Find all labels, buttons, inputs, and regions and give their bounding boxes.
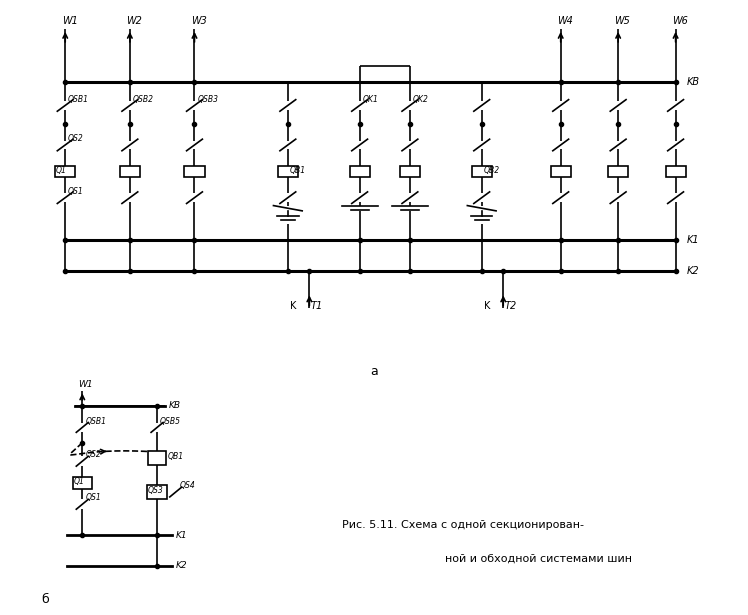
Bar bbox=[472, 165, 491, 177]
Text: K1: K1 bbox=[176, 531, 188, 539]
Text: W3: W3 bbox=[191, 17, 206, 26]
Bar bbox=[608, 165, 628, 177]
Text: Q1: Q1 bbox=[73, 477, 85, 486]
Text: W4: W4 bbox=[557, 17, 573, 26]
Text: QK2: QK2 bbox=[413, 95, 429, 104]
Text: W1: W1 bbox=[61, 17, 78, 26]
Text: б: б bbox=[41, 593, 49, 606]
Text: K: K bbox=[290, 301, 296, 311]
Text: QS1: QS1 bbox=[85, 493, 101, 502]
Text: QB2: QB2 bbox=[484, 166, 500, 175]
Bar bbox=[551, 165, 571, 177]
Text: QS2: QS2 bbox=[85, 450, 101, 459]
Text: K2: K2 bbox=[176, 561, 188, 570]
Text: W5: W5 bbox=[615, 17, 631, 26]
Text: QSB5: QSB5 bbox=[160, 416, 181, 426]
Text: QK1: QK1 bbox=[363, 95, 378, 104]
Text: QB1: QB1 bbox=[168, 453, 184, 461]
Bar bbox=[400, 165, 420, 177]
Text: T1: T1 bbox=[311, 301, 323, 311]
Text: W2: W2 bbox=[126, 17, 142, 26]
Text: QS2: QS2 bbox=[68, 135, 84, 143]
Text: Рис. 5.11. Схема с одной секционирован-: Рис. 5.11. Схема с одной секционирован- bbox=[342, 520, 583, 530]
Bar bbox=[147, 485, 167, 499]
Text: K: K bbox=[484, 301, 491, 311]
Text: W1: W1 bbox=[79, 380, 94, 389]
Text: QSB1: QSB1 bbox=[85, 416, 106, 426]
Text: QB1: QB1 bbox=[290, 166, 306, 175]
Text: K2: K2 bbox=[687, 266, 699, 277]
Text: W6: W6 bbox=[672, 17, 688, 26]
Bar bbox=[666, 165, 686, 177]
Bar bbox=[55, 165, 76, 177]
Text: QSB3: QSB3 bbox=[197, 95, 218, 104]
Text: а: а bbox=[370, 365, 378, 378]
Text: K1: K1 bbox=[687, 235, 699, 245]
Text: QSB1: QSB1 bbox=[68, 95, 89, 104]
Text: QS4: QS4 bbox=[180, 481, 195, 490]
Bar bbox=[349, 165, 370, 177]
Text: QS3: QS3 bbox=[148, 486, 164, 495]
Text: QS1: QS1 bbox=[68, 187, 84, 196]
Text: KB: KB bbox=[687, 77, 699, 87]
Text: KB: KB bbox=[168, 402, 180, 410]
Text: Q1: Q1 bbox=[56, 166, 67, 175]
Bar bbox=[73, 477, 92, 489]
Bar bbox=[278, 165, 298, 177]
Bar bbox=[120, 165, 140, 177]
Text: QSB2: QSB2 bbox=[132, 95, 154, 104]
Bar bbox=[148, 451, 166, 465]
Text: T2: T2 bbox=[505, 301, 517, 311]
Text: ной и обходной системами шин: ной и обходной системами шин bbox=[445, 554, 632, 563]
Bar bbox=[185, 165, 204, 177]
